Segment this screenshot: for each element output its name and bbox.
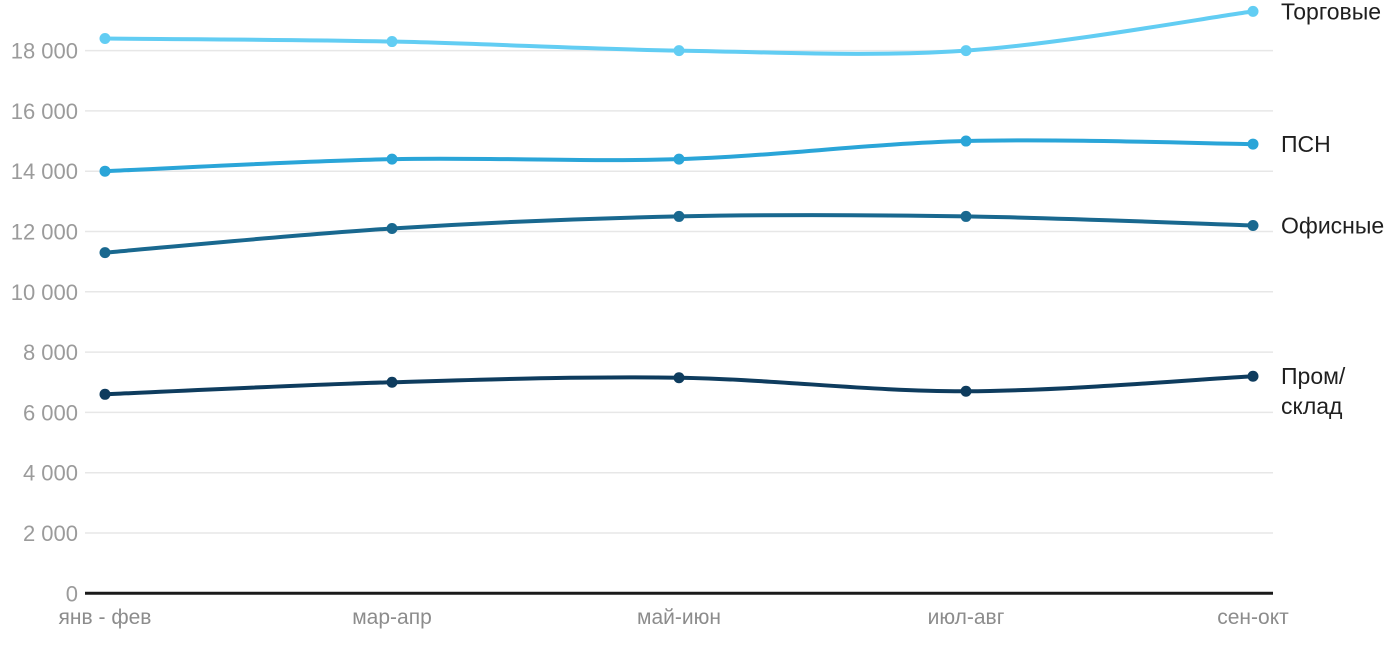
data-point (1247, 5, 1259, 17)
data-point (960, 135, 972, 147)
x-axis-tick-label: янв - фев (59, 606, 152, 629)
y-axis-tick-label: 12 000 (11, 220, 78, 245)
data-point (673, 210, 685, 222)
legend-label-4: Пром/ (1281, 363, 1346, 389)
x-axis-tick-label: сен-окт (1217, 606, 1289, 629)
data-point (960, 45, 972, 57)
data-point (99, 247, 111, 259)
x-axis-tick-label: мар-апр (352, 606, 432, 629)
data-point (673, 153, 685, 165)
y-axis-tick-label: 14 000 (11, 159, 78, 184)
data-point (1247, 370, 1259, 382)
y-axis-tick-label: 2 000 (23, 521, 78, 546)
data-point (960, 385, 972, 397)
data-point (99, 165, 111, 177)
y-axis-tick-label: 4 000 (23, 461, 78, 486)
data-point (386, 376, 398, 388)
legend-label-2: ПСН (1281, 131, 1331, 157)
data-point (386, 36, 398, 48)
data-point (386, 153, 398, 165)
x-axis-tick-label: июл-авг (928, 606, 1005, 629)
legend-label-1: Торговые (1281, 0, 1381, 24)
y-axis-tick-label: 16 000 (11, 99, 78, 124)
legend-label-3: Офисные (1281, 212, 1384, 238)
y-axis-tick-label: 6 000 (23, 400, 78, 425)
data-point (99, 33, 111, 45)
data-point (1247, 138, 1259, 150)
data-point (960, 210, 972, 222)
y-axis-tick-label: 0 (66, 581, 78, 606)
data-point (673, 372, 685, 384)
legend-label-4: склад (1281, 393, 1343, 419)
data-point (386, 222, 398, 234)
y-axis-tick-label: 8 000 (23, 340, 78, 365)
data-point (673, 45, 685, 57)
data-point (1247, 219, 1259, 231)
data-point (99, 388, 111, 400)
y-axis-tick-label: 18 000 (11, 39, 78, 64)
y-axis-tick-label: 10 000 (11, 280, 78, 305)
x-axis-tick-label: май-июн (637, 606, 721, 629)
